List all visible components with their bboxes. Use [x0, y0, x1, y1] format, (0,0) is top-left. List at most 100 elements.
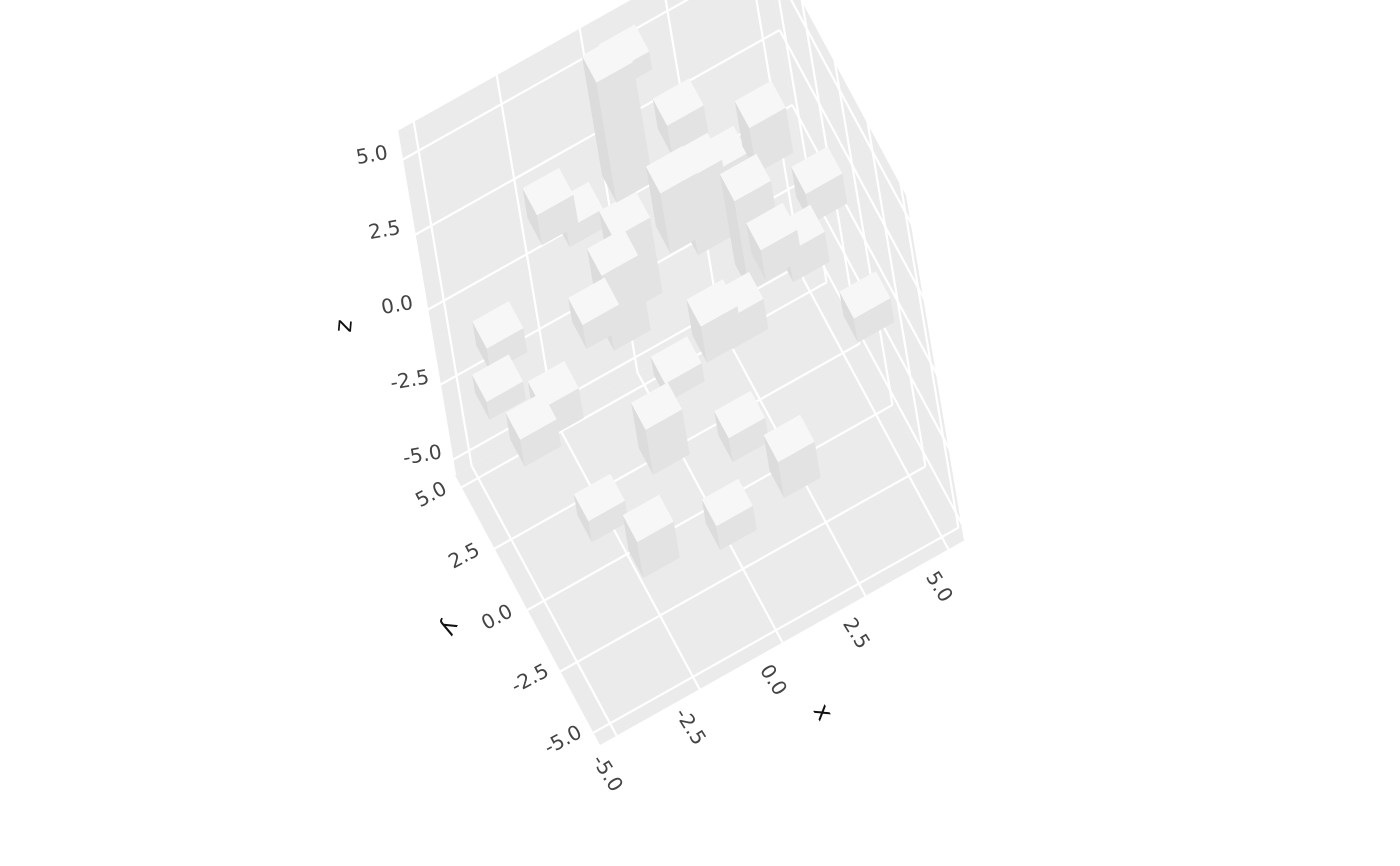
- bar-face-top: [472, 301, 524, 349]
- bar-face-front: [700, 306, 744, 363]
- z-tick-label: -2.5: [388, 364, 431, 394]
- bar-face-front: [596, 62, 654, 203]
- bar-face-front: [520, 419, 562, 467]
- bar-face-top: [631, 382, 683, 430]
- bar-face-top: [581, 35, 633, 83]
- grid-line-z-side: [791, 104, 939, 376]
- bar: [686, 279, 744, 363]
- bar-face-top: [746, 202, 798, 251]
- bar-face-top: [522, 167, 574, 216]
- bar-face-front: [537, 194, 579, 246]
- bar: [522, 167, 579, 246]
- bar-face-side: [622, 515, 644, 579]
- bar-face-top: [763, 414, 815, 463]
- bar-face-front: [582, 304, 624, 349]
- bar-face-side: [839, 291, 858, 343]
- z-tick-label: 0.0: [379, 290, 414, 319]
- bar-face-front: [588, 500, 629, 543]
- z-tick-label: -5.0: [401, 439, 444, 469]
- x-tick-label: -5.0: [587, 750, 628, 796]
- y-tick-label: 5.0: [411, 476, 450, 512]
- bar-face-top: [719, 153, 771, 202]
- bar: [763, 414, 821, 499]
- bar-face-top: [714, 390, 766, 439]
- bar: [652, 78, 709, 156]
- bar-face-front: [645, 409, 690, 475]
- bar-face-side: [714, 411, 733, 463]
- bar: [622, 494, 680, 579]
- y-axis-title: y: [435, 616, 466, 642]
- bar-face-side: [505, 412, 525, 467]
- bar-face-front: [486, 381, 527, 420]
- bar-face-front: [749, 107, 794, 174]
- bar-face-top: [573, 473, 625, 522]
- x-axis-title: x: [808, 699, 839, 726]
- bar-face-front: [660, 173, 707, 254]
- bar-face-top: [505, 392, 557, 440]
- z-tick-label: 2.5: [367, 215, 402, 244]
- bar-face-front: [667, 105, 709, 156]
- bar: [573, 473, 629, 543]
- bar-face-front: [716, 505, 757, 551]
- bar-face-top: [587, 228, 639, 276]
- bar-face-side: [581, 55, 617, 203]
- bar-face-side: [568, 298, 587, 349]
- bar-face-front: [853, 298, 895, 343]
- bar-face-side: [472, 374, 490, 420]
- grid-line-z-side: [778, 29, 926, 301]
- bar: [746, 202, 803, 281]
- bar-face-top: [599, 190, 650, 239]
- bar: [581, 35, 654, 203]
- grid-line-x-wall: [412, 120, 473, 466]
- bar-face-side: [573, 494, 592, 543]
- grid-line-x-wall: [495, 73, 556, 420]
- pane-edge: [396, 0, 631, 131]
- x-tick-label: 2.5: [838, 613, 875, 653]
- bar-face-side: [472, 321, 491, 373]
- bar: [568, 277, 624, 349]
- bar-face-front: [665, 363, 705, 402]
- bar: [505, 392, 562, 467]
- z-tick-label: 5.0: [354, 140, 389, 169]
- x-tick-label: 0.0: [755, 660, 792, 700]
- bar: [631, 382, 690, 475]
- bar-face-top: [650, 336, 702, 384]
- y-tick-label: 0.0: [477, 599, 516, 635]
- y-tick-label: 2.5: [444, 537, 483, 573]
- z-axis-title: z: [332, 319, 361, 334]
- bar-face-side: [734, 101, 757, 174]
- pane-edge: [395, 129, 457, 476]
- bar-face-top: [622, 494, 674, 543]
- bar: [701, 478, 757, 551]
- bar: [645, 146, 707, 254]
- bar-face-top: [791, 146, 843, 194]
- bar-face-side: [701, 499, 721, 551]
- x-tick-label: -2.5: [670, 703, 711, 749]
- bar-face-top: [568, 277, 620, 325]
- bar-face-front: [728, 417, 770, 463]
- bar: [714, 390, 770, 463]
- grid-line-z-side: [789, 0, 914, 226]
- bar-face-top: [645, 146, 697, 194]
- bar-face-side: [746, 223, 766, 281]
- bar-face-front: [760, 229, 803, 281]
- bar-face-side: [631, 402, 654, 475]
- pane-edge: [801, 0, 908, 196]
- bar-face-top: [472, 354, 524, 402]
- bar-face-side: [686, 299, 707, 363]
- bar-face-top: [652, 78, 704, 126]
- bar-face-front: [788, 231, 830, 283]
- bar-face-front: [637, 521, 680, 579]
- bar-face-front: [805, 173, 848, 224]
- bar-face-front: [778, 441, 821, 499]
- bar-face-side: [652, 98, 673, 156]
- grid-line-y-wall: [899, 182, 960, 528]
- bar-face-top: [839, 271, 891, 319]
- bar-face-front: [566, 208, 607, 248]
- x-tick-label: 5.0: [921, 567, 958, 607]
- y-tick-label: -5.0: [540, 720, 586, 760]
- bar-face-top: [701, 478, 753, 527]
- bar-face-top: [686, 279, 738, 327]
- bar: [839, 271, 895, 343]
